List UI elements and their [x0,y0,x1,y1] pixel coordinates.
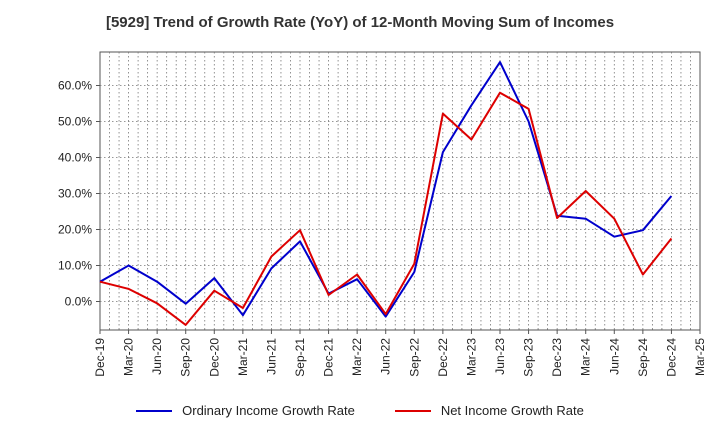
legend-label-net: Net Income Growth Rate [440,403,584,418]
x-tick-label: Jun-23 [493,338,507,375]
x-tick-label: Dec-21 [322,338,336,377]
chart-title: [5929] Trend of Growth Rate (YoY) of 12-… [105,14,615,31]
x-tick-label: Mar-20 [122,338,136,376]
x-tick-label: Sep-22 [407,338,421,377]
y-tick-label: 40.0% [58,151,92,165]
legend: Ordinary Income Growth Rate Net Income G… [0,403,720,418]
legend-swatch-ordinary [136,409,173,412]
x-tick-label: Jun-22 [379,338,393,375]
y-tick-label: 10.0% [58,259,92,273]
x-tick-label: Dec-24 [664,338,678,377]
x-tick-label: Jun-24 [607,338,621,375]
legend-item-net: Net Income Growth Rate [394,403,584,418]
x-tick-label: Jun-21 [264,338,278,375]
x-tick-label: Mar-21 [236,338,250,376]
x-tick-label: Dec-19 [93,338,107,377]
plot-frame [99,51,701,331]
series-line-net-income [99,91,673,326]
x-tick-label: Jun-20 [150,338,164,375]
x-tick-label: Mar-22 [350,338,364,376]
x-tick-label: Sep-23 [522,338,536,377]
x-tick-label: Sep-21 [293,338,307,377]
y-tick-label: 20.0% [58,223,92,237]
x-tick-label: Mar-23 [464,338,478,376]
series-line-ordinary-income [99,61,673,318]
y-tick-label: 50.0% [58,115,92,129]
x-tick-label: Dec-22 [436,338,450,377]
x-tick-label: Mar-24 [579,338,593,376]
x-tick-label: Dec-23 [550,338,564,377]
x-tick-label: Mar-25 [693,338,707,376]
y-tick-label: 30.0% [58,187,92,201]
y-tick-label: 0.0% [65,295,93,309]
y-tick-label: 60.0% [58,79,92,93]
x-tick-label: Sep-24 [636,338,650,377]
x-tick-label: Sep-20 [179,338,193,377]
legend-item-ordinary: Ordinary Income Growth Rate [136,403,355,418]
legend-swatch-net [394,409,431,412]
x-tick-label: Dec-20 [207,338,221,377]
legend-label-ordinary: Ordinary Income Growth Rate [182,403,355,418]
